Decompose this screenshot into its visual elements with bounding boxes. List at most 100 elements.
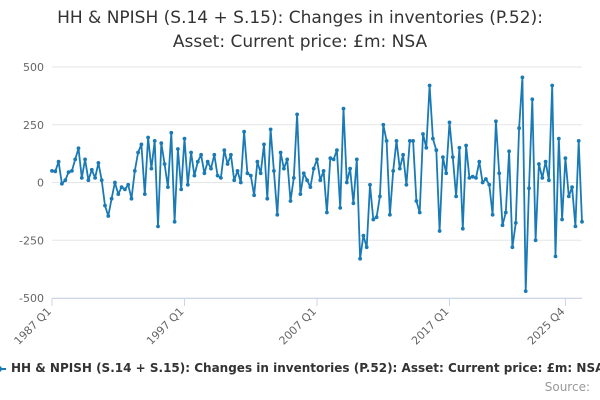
data-point[interactable] [503, 210, 508, 215]
data-point[interactable] [298, 192, 303, 197]
data-point[interactable] [388, 212, 392, 217]
data-point[interactable] [404, 182, 409, 187]
data-point[interactable] [295, 112, 299, 117]
data-point[interactable] [265, 196, 270, 201]
data-point[interactable] [255, 159, 260, 164]
data-point[interactable] [103, 203, 107, 208]
data-point[interactable] [576, 139, 581, 143]
data-point[interactable] [444, 171, 449, 176]
data-point[interactable] [500, 223, 505, 228]
data-point[interactable] [397, 166, 402, 171]
data-point[interactable] [513, 221, 518, 225]
data-point[interactable] [371, 217, 376, 222]
data-point[interactable] [547, 178, 551, 183]
data-point[interactable] [477, 159, 482, 164]
data-point[interactable] [364, 245, 369, 250]
data-point[interactable] [202, 171, 207, 176]
data-point[interactable] [553, 254, 558, 259]
data-point[interactable] [391, 169, 396, 173]
data-point[interactable] [205, 159, 210, 164]
data-point[interactable] [331, 157, 336, 162]
data-point[interactable] [252, 193, 256, 198]
data-point[interactable] [517, 126, 521, 131]
data-point[interactable] [450, 155, 455, 160]
data-point[interactable] [566, 194, 571, 199]
data-point[interactable] [192, 173, 197, 178]
data-point[interactable] [470, 174, 475, 179]
data-point[interactable] [195, 159, 200, 164]
data-point[interactable] [573, 224, 578, 229]
data-point[interactable] [212, 152, 217, 157]
data-point[interactable] [447, 120, 452, 125]
data-point[interactable] [315, 157, 319, 162]
data-point[interactable] [96, 161, 101, 165]
data-point[interactable] [288, 199, 293, 203]
data-point[interactable] [361, 233, 366, 238]
data-point[interactable] [272, 169, 276, 173]
data-point[interactable] [142, 192, 147, 197]
data-point[interactable] [328, 156, 333, 161]
data-point[interactable] [338, 206, 343, 210]
data-point[interactable] [106, 214, 111, 218]
data-point[interactable] [474, 176, 478, 180]
data-point[interactable] [282, 166, 286, 171]
data-point[interactable] [268, 127, 273, 132]
data-point[interactable] [238, 180, 243, 185]
data-point[interactable] [341, 106, 346, 111]
data-point[interactable] [351, 201, 356, 206]
data-point[interactable] [540, 176, 545, 180]
data-point[interactable] [182, 136, 187, 141]
data-point[interactable] [245, 171, 250, 176]
data-point[interactable] [53, 169, 58, 174]
data-point[interactable] [63, 178, 68, 183]
data-point[interactable] [358, 256, 362, 261]
data-point[interactable] [308, 185, 313, 190]
data-point[interactable] [335, 148, 339, 153]
data-point[interactable] [321, 169, 326, 173]
data-point[interactable] [368, 182, 372, 187]
source-credit[interactable]: Source: [544, 380, 590, 394]
data-point[interactable] [457, 145, 462, 150]
data-point[interactable] [431, 136, 435, 141]
data-point[interactable] [484, 177, 488, 181]
data-point[interactable] [291, 176, 296, 180]
data-point[interactable] [262, 142, 266, 147]
data-point[interactable] [132, 169, 137, 173]
data-point[interactable] [56, 159, 61, 164]
data-point[interactable] [113, 180, 117, 185]
data-point[interactable] [73, 157, 78, 162]
data-point[interactable] [411, 139, 415, 143]
data-point[interactable] [152, 139, 157, 143]
data-series[interactable] [50, 75, 584, 294]
data-point[interactable] [136, 150, 141, 155]
data-point[interactable] [537, 162, 541, 166]
data-point[interactable] [318, 178, 323, 183]
data-point[interactable] [149, 166, 154, 171]
data-point[interactable] [520, 75, 525, 80]
data-point[interactable] [275, 212, 280, 217]
data-point[interactable] [510, 245, 515, 250]
data-point[interactable] [533, 238, 538, 243]
data-point[interactable] [278, 150, 283, 155]
data-point[interactable] [76, 146, 81, 151]
data-point[interactable] [242, 129, 247, 134]
data-point[interactable] [530, 97, 535, 102]
data-point[interactable] [60, 181, 64, 186]
data-point[interactable] [560, 217, 564, 222]
data-point[interactable] [66, 170, 71, 175]
data-point[interactable] [119, 185, 124, 190]
data-point[interactable] [146, 135, 151, 140]
data-point[interactable] [394, 139, 399, 143]
data-point[interactable] [434, 148, 439, 153]
data-point[interactable] [305, 178, 309, 183]
data-point[interactable] [401, 152, 405, 157]
data-point[interactable] [497, 171, 502, 176]
data-point[interactable] [487, 182, 492, 187]
data-point[interactable] [185, 182, 190, 187]
data-point[interactable] [507, 149, 511, 154]
data-point[interactable] [258, 171, 263, 176]
data-point[interactable] [550, 83, 555, 88]
data-point[interactable] [129, 196, 134, 201]
data-point[interactable] [232, 178, 237, 183]
data-point[interactable] [464, 143, 468, 148]
